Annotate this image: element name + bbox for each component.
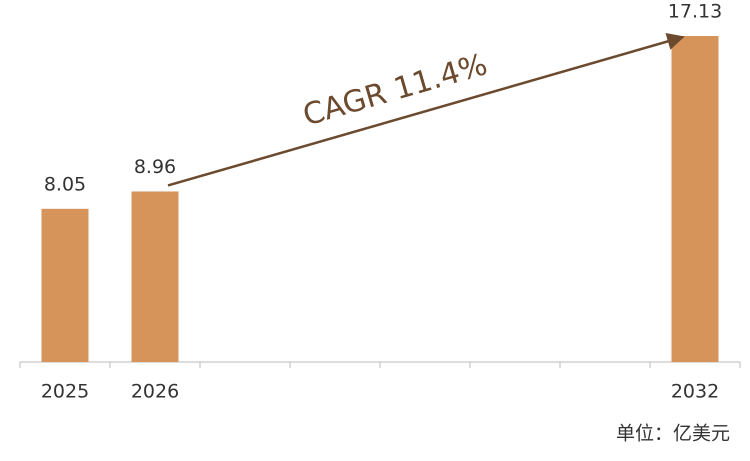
- x-tick-label: 2025: [41, 381, 89, 403]
- x-tick-label: 2032: [671, 381, 719, 403]
- value-label: 8.96: [134, 156, 176, 178]
- bar: [131, 191, 179, 362]
- unit-note: 单位：亿美元: [616, 423, 730, 445]
- bar: [41, 208, 89, 362]
- value-label: 8.05: [44, 173, 86, 195]
- value-label: 17.13: [668, 1, 722, 23]
- bar: [671, 36, 719, 362]
- cagr-arrow: [167, 32, 685, 187]
- x-tick-label: 2026: [131, 381, 179, 403]
